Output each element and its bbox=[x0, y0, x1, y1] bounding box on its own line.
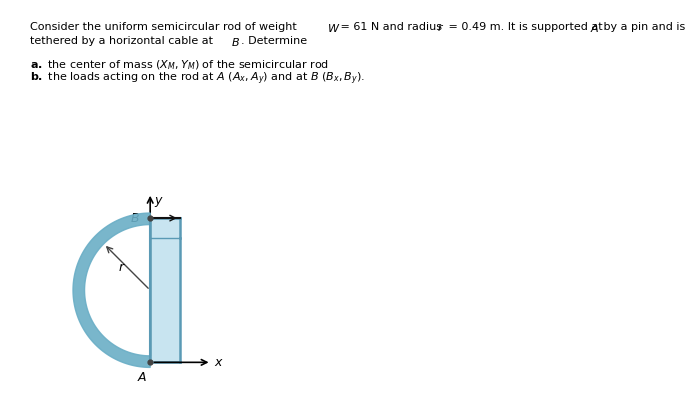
Text: x: x bbox=[214, 356, 222, 369]
Text: = 0.49 m. It is supported at: = 0.49 m. It is supported at bbox=[445, 22, 606, 32]
Text: y: y bbox=[155, 194, 162, 207]
Text: A: A bbox=[137, 371, 146, 384]
Text: $A$: $A$ bbox=[590, 22, 599, 34]
Text: B: B bbox=[131, 212, 139, 225]
Text: $W$: $W$ bbox=[327, 22, 340, 34]
Text: . Determine: . Determine bbox=[241, 36, 307, 46]
Text: $\mathbf{a.}$ the center of mass $(X_M, Y_M)$ of the semicircular rod: $\mathbf{a.}$ the center of mass $(X_M, … bbox=[30, 58, 329, 72]
Text: $B$: $B$ bbox=[231, 36, 240, 48]
Bar bbox=[150, 218, 181, 362]
Polygon shape bbox=[73, 213, 150, 367]
Text: $r$: $r$ bbox=[437, 22, 444, 33]
Text: $\mathbf{b.}$ the loads acting on the rod at $A$ $\left(A_x, A_y\right)$ and at : $\mathbf{b.}$ the loads acting on the ro… bbox=[30, 71, 365, 87]
Text: tethered by a horizontal cable at: tethered by a horizontal cable at bbox=[30, 36, 216, 46]
Text: r: r bbox=[118, 260, 124, 273]
Text: by a pin and is: by a pin and is bbox=[600, 22, 685, 32]
Text: Consider the uniform semicircular rod of weight: Consider the uniform semicircular rod of… bbox=[30, 22, 300, 32]
Text: = 61 N and radius: = 61 N and radius bbox=[337, 22, 445, 32]
